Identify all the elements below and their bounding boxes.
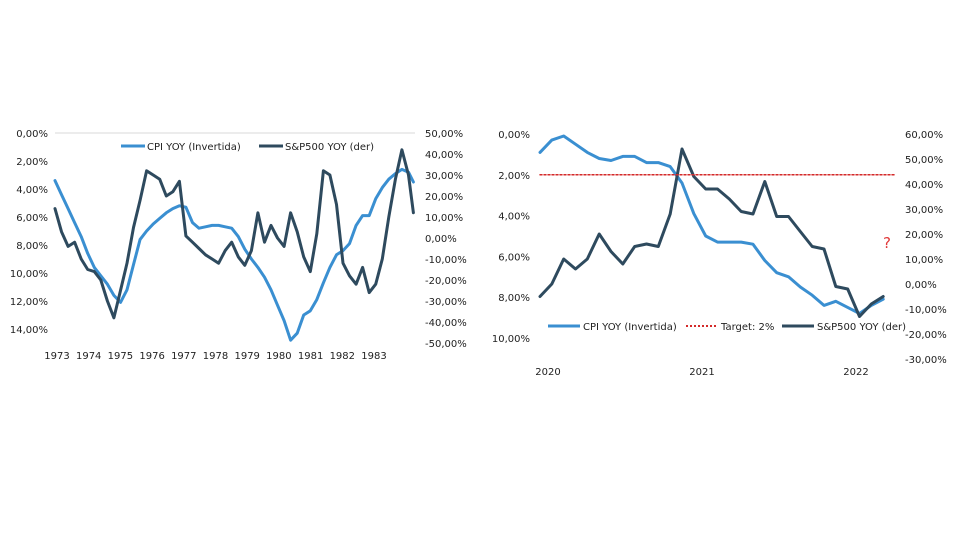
chart1-right-tick-label: 20,00% bbox=[425, 192, 463, 203]
chart2-left-tick-label: 2,00% bbox=[498, 171, 530, 182]
chart1-right-tick-label: 40,00% bbox=[425, 150, 463, 161]
chart2-right-tick-label: 50,00% bbox=[905, 155, 943, 166]
chart-2020s: 0,00% 2,00% 4,00% 6,00% 8,00% 10,00% 60,00% 50… bbox=[492, 130, 947, 378]
chart1-right-tick-label: -10,00% bbox=[425, 255, 467, 266]
chart1-right-tick-label: -50,00% bbox=[425, 339, 467, 350]
chart2-left-tick-label: 10,00% bbox=[492, 334, 530, 345]
chart1-right-tick-label: -40,00% bbox=[425, 318, 467, 329]
chart1-left-tick-label: 2,00% bbox=[16, 157, 48, 168]
chart1-left-tick-label: 6,00% bbox=[16, 213, 48, 224]
chart2-right-tick-label: 10,00% bbox=[905, 255, 943, 266]
chart1-x-tick-label: 1981 bbox=[298, 351, 323, 362]
chart2-right-tick-label: -20,00% bbox=[905, 330, 947, 341]
chart2-x-axis: 2020 2021 2022 bbox=[535, 367, 868, 378]
chart2-legend-sp500: S&P500 YOY (der) bbox=[817, 322, 906, 333]
chart2-right-tick-label: 40,00% bbox=[905, 180, 943, 191]
chart1-legend-sp500: S&P500 YOY (der) bbox=[285, 142, 374, 153]
chart1-x-tick-label: 1978 bbox=[203, 351, 228, 362]
chart1-x-tick-label: 1977 bbox=[171, 351, 196, 362]
chart1-x-axis: 1973 1974 1975 1976 1977 1978 1979 1980 1981 1982… bbox=[44, 351, 386, 362]
chart2-left-tick-label: 0,00% bbox=[498, 130, 530, 141]
chart1-left-tick-label: 8,00% bbox=[16, 241, 48, 252]
chart2-right-tick-label: -10,00% bbox=[905, 305, 947, 316]
chart2-left-tick-label: 6,00% bbox=[498, 252, 530, 263]
chart2-right-tick-label: 20,00% bbox=[905, 230, 943, 241]
chart1-series bbox=[53, 148, 415, 342]
chart2-right-tick-label: -30,00% bbox=[905, 355, 947, 366]
chart1-left-axis: 0,00% 2,00% 4,00% 6,00% 8,00% 10,00% 12,00% 14,… bbox=[10, 129, 48, 336]
chart1-cpi-series-line bbox=[53, 167, 415, 342]
chart2-series bbox=[538, 134, 896, 318]
chart2-x-tick-label: 2022 bbox=[843, 367, 868, 378]
chart1-sp500-series-line bbox=[53, 148, 415, 320]
question-mark-annotation: ? bbox=[883, 234, 891, 252]
chart1-legend-cpi: CPI YOY (Invertida) bbox=[147, 142, 241, 153]
chart1-x-tick-label: 1983 bbox=[361, 351, 386, 362]
chart1-x-tick-label: 1980 bbox=[266, 351, 291, 362]
chart1-x-tick-label: 1982 bbox=[330, 351, 355, 362]
chart2-right-tick-label: 0,00% bbox=[905, 280, 937, 291]
chart1-left-tick-label: 0,00% bbox=[16, 129, 48, 140]
chart2-right-tick-label: 60,00% bbox=[905, 130, 943, 141]
chart1-right-tick-label: -20,00% bbox=[425, 276, 467, 287]
chart1-left-tick-label: 10,00% bbox=[10, 269, 48, 280]
chart1-x-tick-label: 1979 bbox=[234, 351, 259, 362]
chart2-right-tick-label: 30,00% bbox=[905, 205, 943, 216]
chart2-legend-cpi: CPI YOY (Invertida) bbox=[583, 322, 677, 333]
chart2-legend: CPI YOY (Invertida) Target: 2% S&P500 YO… bbox=[548, 322, 906, 333]
chart1-x-tick-label: 1973 bbox=[44, 351, 69, 362]
chart1-right-tick-label: 30,00% bbox=[425, 171, 463, 182]
chart1-right-tick-label: 0,00% bbox=[425, 234, 457, 245]
chart2-legend-target: Target: 2% bbox=[720, 322, 774, 333]
chart1-right-tick-label: 50,00% bbox=[425, 129, 463, 140]
chart-1970s: 0,00% 2,00% 4,00% 6,00% 8,00% 10,00% 12,00% 14,… bbox=[10, 129, 467, 362]
chart2-cpi-series-line bbox=[538, 134, 885, 315]
chart1-right-tick-label: -30,00% bbox=[425, 297, 467, 308]
chart1-legend: CPI YOY (Invertida) S&P500 YOY (der) bbox=[121, 142, 374, 153]
chart2-left-tick-label: 4,00% bbox=[498, 212, 530, 223]
chart1-right-axis: 50,00% 40,00% 30,00% 20,00% 10,00% 0,00% -10,0… bbox=[425, 129, 467, 350]
chart2-left-axis: 0,00% 2,00% 4,00% 6,00% 8,00% 10,00% bbox=[492, 130, 530, 345]
chart2-x-tick-label: 2021 bbox=[689, 367, 714, 378]
chart1-right-tick-label: 10,00% bbox=[425, 213, 463, 224]
chart2-right-axis: 60,00% 50,00% 40,00% 30,00% 20,00% 10,00% 0,00… bbox=[905, 130, 947, 366]
chart2-sp500-series-line bbox=[538, 147, 885, 318]
chart1-left-tick-label: 4,00% bbox=[16, 185, 48, 196]
chart1-x-tick-label: 1974 bbox=[76, 351, 101, 362]
chart1-left-tick-label: 14,00% bbox=[10, 325, 48, 336]
chart1-x-tick-label: 1976 bbox=[139, 351, 164, 362]
chart1-left-tick-label: 12,00% bbox=[10, 297, 48, 308]
chart2-x-tick-label: 2020 bbox=[535, 367, 560, 378]
chart2-left-tick-label: 8,00% bbox=[498, 293, 530, 304]
chart1-x-tick-label: 1975 bbox=[108, 351, 133, 362]
